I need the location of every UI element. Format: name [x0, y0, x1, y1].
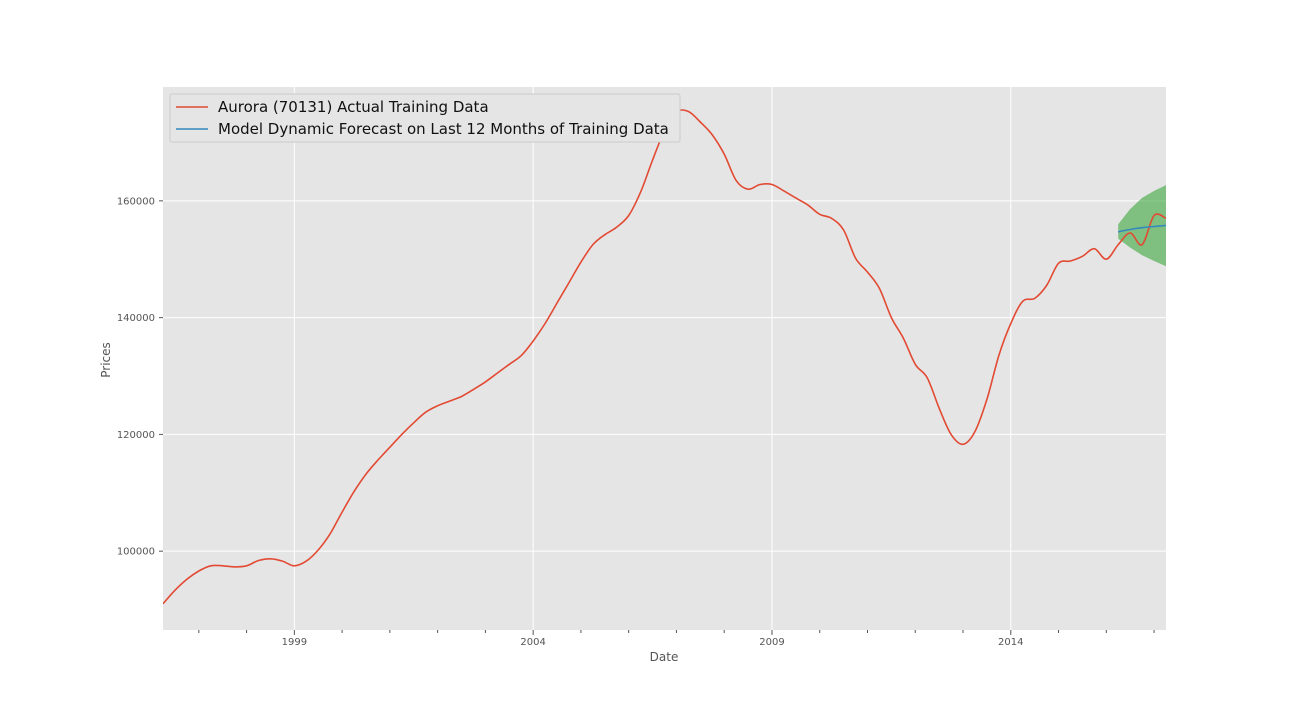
y-axis-label: Prices	[99, 342, 113, 378]
forecast-line	[1118, 224, 1166, 233]
plot-area	[163, 87, 1166, 630]
legend-label-actual: Aurora (70131) Actual Training Data	[218, 98, 489, 116]
x-tick-label: 2004	[520, 637, 545, 648]
y-tick-label: 100000	[117, 547, 155, 558]
legend: Aurora (70131) Actual Training Data Mode…	[169, 93, 681, 143]
ticks-layer: 100000 120000 140000 160000 1999 2004 2009 2014	[117, 196, 1155, 648]
x-tick-label: 2009	[759, 637, 784, 648]
legend-label-forecast: Model Dynamic Forecast on Last 12 Months…	[218, 120, 669, 138]
forecast-confidence-band	[1118, 185, 1166, 267]
legend-box	[169, 93, 681, 143]
x-tick-label: 1999	[282, 637, 307, 648]
grid-layer	[163, 87, 1166, 630]
y-tick-label: 120000	[117, 430, 155, 441]
x-tick-label: 2014	[998, 637, 1023, 648]
y-tick-label: 160000	[117, 196, 155, 207]
y-tick-label: 140000	[117, 313, 155, 324]
x-axis-label: Date	[650, 650, 679, 664]
